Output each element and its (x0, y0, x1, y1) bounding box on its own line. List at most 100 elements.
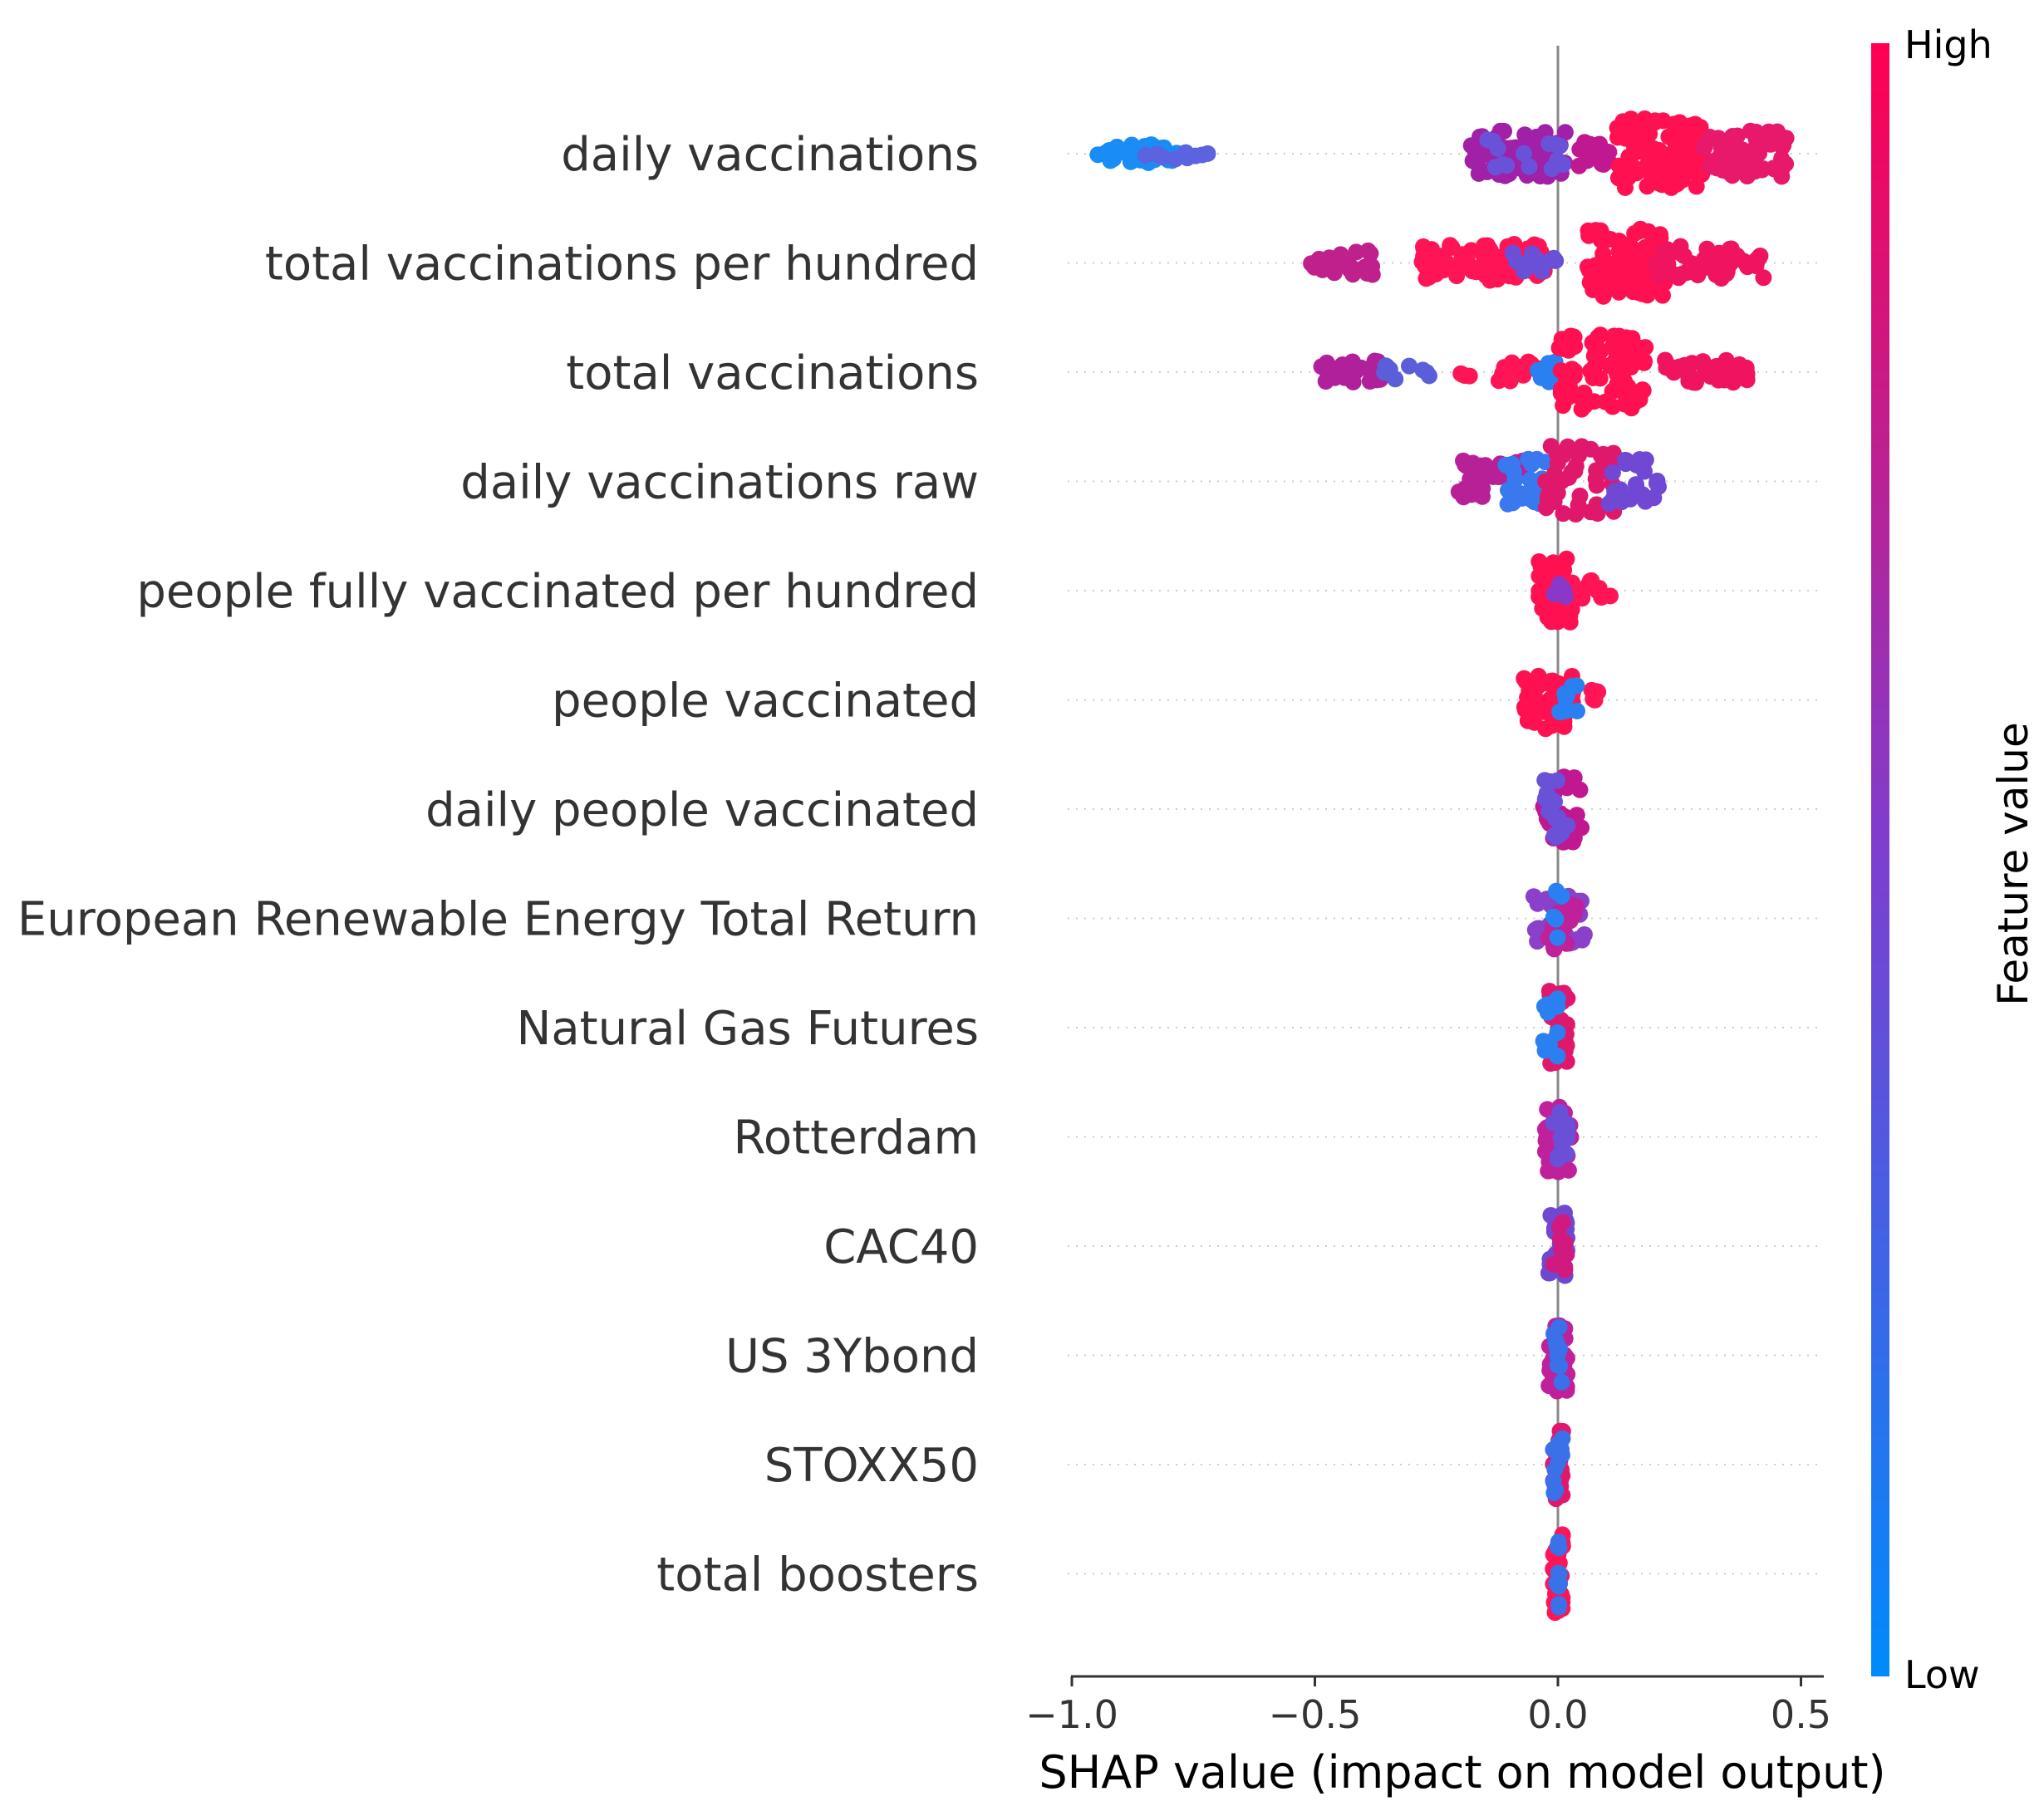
shap-point (1747, 252, 1764, 269)
shap-point (1687, 374, 1704, 391)
colorbar-title: Feature value (1989, 722, 2037, 1005)
feature-row-cac40 (1540, 1205, 1576, 1284)
shap-point (1514, 358, 1531, 375)
shap-point (1468, 462, 1486, 479)
shap-point (1648, 472, 1666, 489)
shap-point (1570, 157, 1588, 174)
x-tick-label: 0.0 (1527, 1692, 1588, 1737)
shap-point (1504, 455, 1521, 473)
shap-point (1668, 175, 1686, 193)
shap-point (1737, 359, 1755, 376)
shap-point (1532, 369, 1550, 386)
shap-point (1550, 576, 1568, 593)
shap-point (1604, 464, 1621, 481)
shap-point (1553, 1373, 1570, 1391)
shap-point (1549, 929, 1566, 946)
shap-point (1738, 168, 1756, 184)
feature-row-total-vaccinations-per-hundred (1303, 220, 1772, 305)
feature-row-daily-vaccinations-raw (1450, 438, 1667, 523)
shap-point (1124, 145, 1142, 163)
feature-label-daily-vaccinations: daily vaccinations (561, 128, 979, 182)
shap-point (1546, 793, 1563, 811)
shap-point (1556, 124, 1574, 141)
feature-label-daily-vaccinations-raw: daily vaccinations raw (460, 456, 979, 510)
shap-point (1550, 1564, 1567, 1582)
colorbar-low-label: Low (1904, 1652, 1980, 1697)
shap-point (1531, 582, 1548, 600)
shap-point (1549, 1048, 1566, 1065)
shap-point (1710, 153, 1727, 170)
shap-point (1549, 809, 1566, 826)
shap-point (1555, 1119, 1572, 1136)
shap-point (1555, 446, 1572, 464)
shap-point (1540, 675, 1558, 693)
shap-point (1522, 481, 1540, 498)
shap-point (1539, 609, 1556, 626)
shap-point (1733, 141, 1751, 159)
shap-point (1773, 139, 1791, 155)
shap-point (1613, 125, 1630, 143)
shap-point (1696, 256, 1713, 272)
feature-label-cac40: CAC40 (823, 1220, 979, 1274)
shap-point (1565, 833, 1582, 851)
shap-point (1679, 263, 1696, 280)
shap-point (1604, 398, 1621, 415)
shap-point (1613, 344, 1630, 361)
shap-point (1554, 1244, 1571, 1262)
shap-point (1739, 155, 1757, 172)
shap-point (1722, 240, 1740, 258)
shap-point (1707, 266, 1725, 283)
feature-row-stoxx50 (1545, 1422, 1571, 1508)
shap-point (1755, 269, 1772, 287)
shap-point (1529, 895, 1546, 912)
shap-point (1199, 145, 1216, 162)
shap-point (1646, 112, 1663, 130)
shap-point (1537, 499, 1555, 517)
shap-point (1610, 327, 1628, 345)
shap-point (1634, 382, 1652, 400)
shap-point (1451, 258, 1468, 275)
shap-point (1555, 155, 1572, 173)
shap-point (1549, 772, 1566, 789)
shap-point (1568, 677, 1585, 694)
shap-point (1549, 1538, 1566, 1555)
shap-point (1561, 604, 1579, 621)
shap-point (1551, 703, 1569, 720)
shap-point (1583, 681, 1600, 699)
shap-point (1754, 160, 1771, 177)
feature-label-rotterdam: Rotterdam (734, 1112, 979, 1166)
shap-point (1630, 223, 1648, 240)
feature-row-total-vaccinations (1313, 326, 1756, 418)
shap-point (1536, 772, 1554, 789)
shap-point (1773, 160, 1791, 177)
shap-point (1604, 279, 1621, 297)
feature-label-natural-gas-futures: Natural Gas Futures (516, 1002, 979, 1056)
shap-point (1556, 1258, 1574, 1275)
feature-row-total-boosters (1545, 1526, 1571, 1622)
shap-point (1579, 258, 1596, 276)
feature-label-european-renewable-energy-total-return: European Renewable Energy Total Return (17, 893, 979, 947)
shap-point (1650, 268, 1668, 286)
shap-point (1549, 1357, 1566, 1374)
shap-point (1352, 359, 1369, 376)
shap-point (1556, 685, 1574, 702)
shap-point (1421, 367, 1437, 385)
shap-point (1303, 255, 1320, 272)
shap-point (1654, 243, 1672, 260)
feature-row-us-3ybond (1540, 1317, 1576, 1400)
shap-point (1724, 128, 1742, 145)
feature-label-people-vaccinated: people vaccinated (552, 675, 979, 729)
feature-row-natural-gas-futures (1535, 983, 1576, 1072)
colorbar-high-label: High (1904, 22, 1992, 67)
shap-point (1547, 252, 1565, 269)
shap-point (1548, 1339, 1565, 1357)
feature-label-us-3ybond: US 3Ybond (725, 1330, 979, 1384)
shap-point (1622, 392, 1639, 410)
shap-point (1587, 222, 1604, 239)
shap-point (1334, 362, 1351, 380)
shap-point (1628, 476, 1644, 493)
feature-label-daily-people-vaccinated: daily people vaccinated (425, 783, 979, 837)
shap-point (1620, 169, 1638, 185)
feature-labels: daily vaccinations total vaccinations per… (17, 128, 979, 1602)
